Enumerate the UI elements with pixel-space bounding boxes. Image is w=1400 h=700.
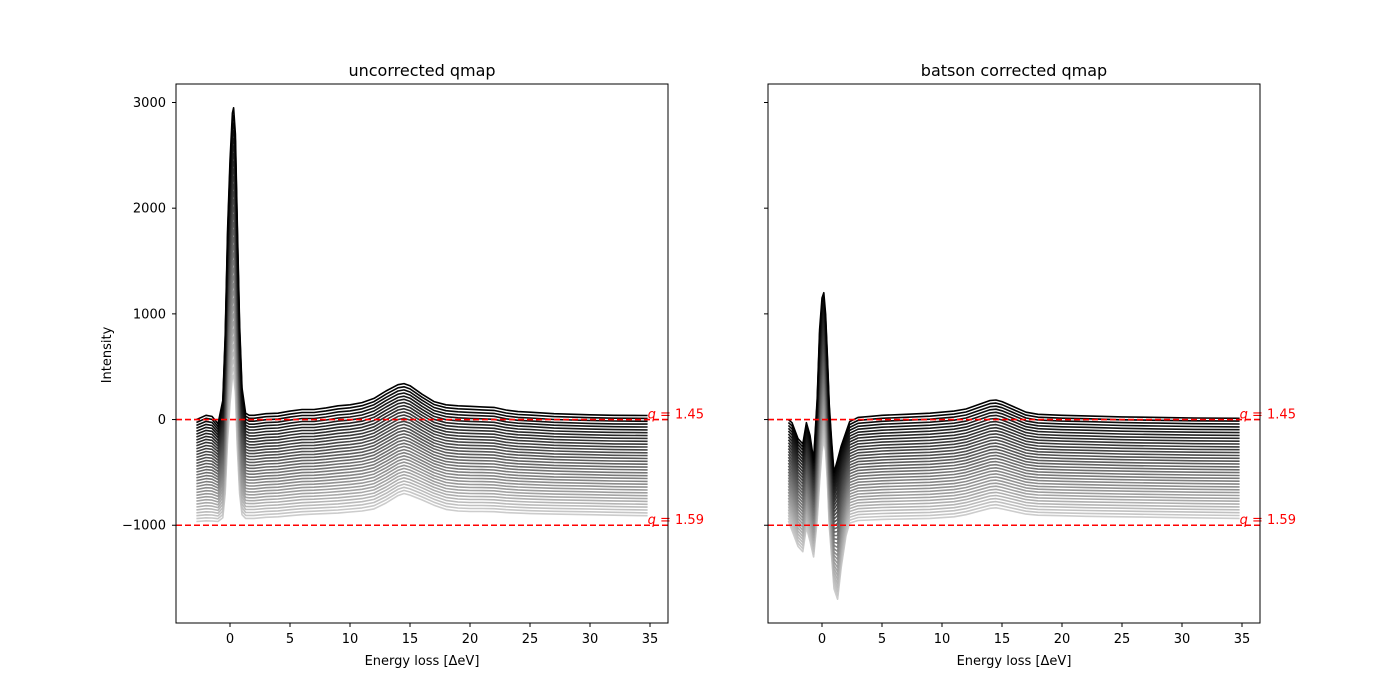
- right-x-tick-label: 10: [934, 632, 951, 647]
- right-reference-label-2: q = 1.59: [1240, 513, 1296, 528]
- right-axes-frame: [767, 83, 1261, 624]
- left-y-tick-label: 3000: [133, 96, 166, 111]
- left-x-axis-label: Energy loss [ΔeV]: [365, 654, 480, 669]
- left-spectrum-curve-4: [196, 129, 648, 434]
- right-y-ticks: [764, 101, 768, 526]
- left-reference-lines: q = 1.45q = 1.59: [176, 408, 704, 528]
- left-spectrum-curve-1: [196, 107, 648, 425]
- left-y-tick-label: 1000: [133, 307, 166, 322]
- left-spectrum-curve-10: [196, 175, 648, 450]
- right-x-ticks: 0 5 10 15 20 25 30 35: [818, 623, 1250, 647]
- left-x-tick-label: 15: [402, 632, 419, 647]
- right-reference-label-1: q = 1.45: [1240, 408, 1296, 423]
- right-x-tick-label: 15: [994, 632, 1011, 647]
- left-y-tick-label: 2000: [133, 202, 166, 217]
- left-axes-frame: [175, 83, 669, 624]
- left-chart-title: uncorrected qmap: [348, 61, 495, 80]
- left-reference-label-symbol-2: q: [648, 513, 656, 528]
- left-y-axis-label: Intensity: [100, 326, 115, 383]
- left-x-tick-label: 0: [226, 632, 234, 647]
- left-reference-label-1: q = 1.45: [648, 408, 704, 423]
- left-spectrum-curve-5: [196, 137, 648, 436]
- left-y-ticks: −1000 0 1000 2000 3000: [122, 96, 176, 534]
- right-reference-label-value-1: = 1.45: [1248, 408, 1296, 423]
- left-x-tick-label: 10: [342, 632, 359, 647]
- left-curves: [196, 107, 648, 523]
- left-y-tick-label: 0: [158, 413, 166, 428]
- right-chart-title: batson corrected qmap: [921, 61, 1107, 80]
- right-x-tick-label: 35: [1234, 632, 1251, 647]
- left-x-tick-label: 5: [286, 632, 294, 647]
- right-reference-label-value-2: = 1.59: [1248, 513, 1296, 528]
- right-x-tick-label: 5: [878, 632, 886, 647]
- right-reference-label-symbol-1: q: [1240, 408, 1248, 423]
- right-x-tick-label: 0: [818, 632, 826, 647]
- left-x-tick-label: 25: [522, 632, 539, 647]
- left-x-ticks: 0 5 10 15 20 25 30 35: [226, 623, 658, 647]
- right-curves: [787, 291, 1240, 601]
- right-x-tick-label: 30: [1174, 632, 1191, 647]
- left-x-tick-label: 30: [582, 632, 599, 647]
- right-reference-label-symbol-2: q: [1240, 513, 1248, 528]
- left-reference-label-2: q = 1.59: [648, 513, 704, 528]
- right-x-tick-label: 25: [1114, 632, 1131, 647]
- left-y-tick-label: −1000: [122, 519, 166, 534]
- left-x-tick-label: 20: [462, 632, 479, 647]
- left-reference-label-value-1: = 1.45: [656, 408, 704, 423]
- left-spectrum-curve-3: [196, 122, 648, 431]
- left-reference-label-value-2: = 1.59: [656, 513, 704, 528]
- left-reference-label-symbol-1: q: [648, 408, 656, 423]
- right-panel: q = 1.45q = 1.59 0 5 10 15 20 25 30 35 batson c…: [764, 61, 1296, 669]
- right-x-axis-label: Energy loss [ΔeV]: [957, 654, 1072, 669]
- left-panel: q = 1.45q = 1.59 0 5 10 15 20 25 30 35 −1000010…: [100, 61, 704, 669]
- left-spectrum-curve-9: [196, 168, 648, 447]
- left-spectrum-curve-2: [196, 114, 648, 428]
- right-x-tick-label: 20: [1054, 632, 1071, 647]
- left-x-tick-label: 35: [642, 632, 659, 647]
